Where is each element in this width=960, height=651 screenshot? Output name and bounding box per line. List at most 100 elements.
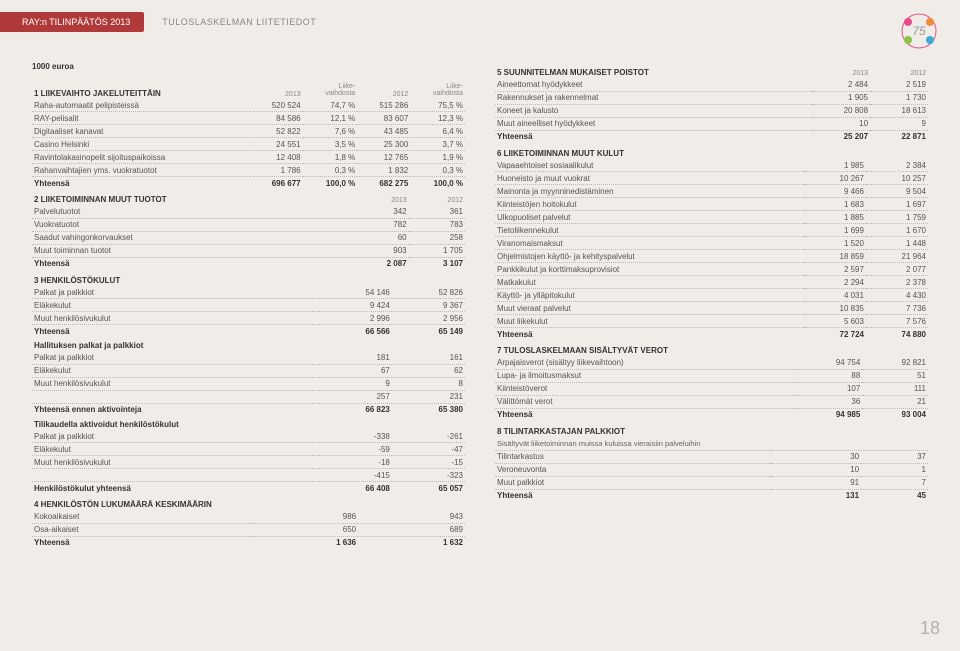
cell: 782 [352, 218, 408, 231]
cell: 22 871 [870, 130, 928, 143]
col-head: 2012 [357, 81, 410, 99]
cell: 36 [797, 395, 863, 408]
cell: 943 [358, 511, 465, 524]
cell: 257 [319, 390, 392, 403]
cell: -261 [392, 430, 465, 443]
s3b-subtitle: Hallituksen palkat ja palkkiot [32, 337, 465, 352]
cell: Henkilöstökulut yhteensä [32, 482, 319, 495]
cell: Palkat ja palkkiot [32, 430, 319, 443]
cell: Yhteensä [32, 325, 319, 338]
cell: 21 964 [866, 250, 928, 263]
s3-title: 3 HENKILÖSTÖKULUT [32, 270, 465, 287]
s4-title: 4 HENKILÖSTÖN LUKUMÄÄRÄ KESKIMÄÄRIN [32, 494, 465, 511]
cell: 62 [392, 364, 465, 377]
s8-note: Sisältyvät liiketoiminnan muissa kuluiss… [495, 437, 928, 450]
cell [32, 390, 319, 403]
cell: 9 504 [866, 185, 928, 198]
cell: 2 077 [866, 263, 928, 276]
cell: 66 823 [319, 403, 392, 416]
cell: 45 [861, 489, 928, 502]
cell: 52 826 [392, 286, 465, 299]
col-head: 2013 [812, 62, 870, 79]
cell: 12 765 [357, 151, 410, 164]
section-6-table: 6 LIIKETOIMINNAN MUUT KULUT Vapaaehtoise… [495, 143, 928, 341]
cell: Tilintarkastus [495, 450, 771, 463]
cell: 4 430 [866, 289, 928, 302]
cell: 94 985 [797, 408, 863, 421]
cell: 24 551 [250, 138, 303, 151]
cell: Käyttö- ja ylläpitokulut [495, 289, 804, 302]
cell: 2 484 [812, 79, 870, 92]
cell: 682 275 [357, 177, 410, 190]
cell: Osa-aikaiset [32, 523, 251, 536]
cell: 1 636 [251, 536, 358, 549]
cell: Vuokratuotot [32, 218, 352, 231]
cell: 0,3 % [303, 164, 358, 177]
cell: 3 107 [409, 257, 465, 270]
cell: 2 956 [392, 312, 465, 325]
cell: 342 [352, 206, 408, 219]
cell: 1 632 [358, 536, 465, 549]
cell: 361 [409, 206, 465, 219]
cell: 60 [352, 231, 408, 244]
section-8-table: 8 TILINTARKASTAJAN PALKKIOT Sisältyvät l… [495, 421, 928, 502]
cell: Rahanvaihtajien yms. vuokratuotot [32, 164, 250, 177]
cell: -18 [319, 456, 392, 469]
cell: 2 378 [866, 276, 928, 289]
cell: 1 520 [804, 237, 866, 250]
cell: 12,1 % [303, 112, 358, 125]
cell: 783 [409, 218, 465, 231]
cell: 18 859 [804, 250, 866, 263]
cell: 1 885 [804, 211, 866, 224]
cell: Kokoaikaiset [32, 511, 251, 524]
cell: 2 519 [870, 79, 928, 92]
cell: 12 408 [250, 151, 303, 164]
cell: 20 808 [812, 104, 870, 117]
cell: Ohjelmistojen käyttö- ja kehityspalvelut [495, 250, 804, 263]
cell: Veroneuvonta [495, 463, 771, 476]
cell: 2 996 [319, 312, 392, 325]
cell: 10 835 [804, 302, 866, 315]
cell: 1,8 % [303, 151, 358, 164]
cell: 9 [319, 377, 392, 390]
cell: Digitaaliset kanavat [32, 125, 250, 138]
section-7-table: 7 TULOSLASKELMAAN SISÄLTYVÄT VEROT Arpaj… [495, 340, 928, 421]
col-head: 2012 [409, 189, 465, 206]
page-header: RAY:n TILINPÄÄTÖS 2013 TULOSLASKELMAN LI… [0, 0, 960, 40]
cell: 8 [392, 377, 465, 390]
cell: -323 [392, 469, 465, 482]
cell: -15 [392, 456, 465, 469]
cell: Vapaaehtoiset sosiaalikulut [495, 159, 804, 172]
cell: 7 [861, 476, 928, 489]
cell: Matkakulut [495, 276, 804, 289]
cell: 1 832 [357, 164, 410, 177]
cell: 100,0 % [303, 177, 358, 190]
cell: Saadut vahingonkorvaukset [32, 231, 352, 244]
cell: 54 146 [319, 286, 392, 299]
cell: 83 607 [357, 112, 410, 125]
cell: 93 004 [862, 408, 928, 421]
unit-label: 1000 euroa [32, 62, 465, 71]
cell: 2 384 [866, 159, 928, 172]
cell: 65 149 [392, 325, 465, 338]
cell: Kiinteistöjen hoitokulut [495, 198, 804, 211]
cell: 18 613 [870, 104, 928, 117]
cell: Muut palkkiot [495, 476, 771, 489]
cell: Aineettomat hyödykkeet [495, 79, 812, 92]
cell: Casino Helsinki [32, 138, 250, 151]
cell: 1,9 % [410, 151, 465, 164]
cell: Yhteensä [495, 408, 797, 421]
col-head: Liike-vaihdosta [303, 81, 358, 99]
section-2-table: 2 LIIKETOIMINNAN MUUT TUOTOT20132012 Pal… [32, 189, 465, 270]
cell: RAY-pelisalit [32, 112, 250, 125]
cell: 9 [870, 117, 928, 130]
cell: 1 705 [409, 244, 465, 257]
cell: 88 [797, 369, 863, 382]
page-number: 18 [920, 618, 940, 639]
cell: 74 880 [866, 328, 928, 341]
cell: 2 597 [804, 263, 866, 276]
cell: 650 [251, 523, 358, 536]
cell: Raha-automaatit pelipisteissä [32, 99, 250, 112]
cell: 161 [392, 352, 465, 365]
cell: 1 [861, 463, 928, 476]
